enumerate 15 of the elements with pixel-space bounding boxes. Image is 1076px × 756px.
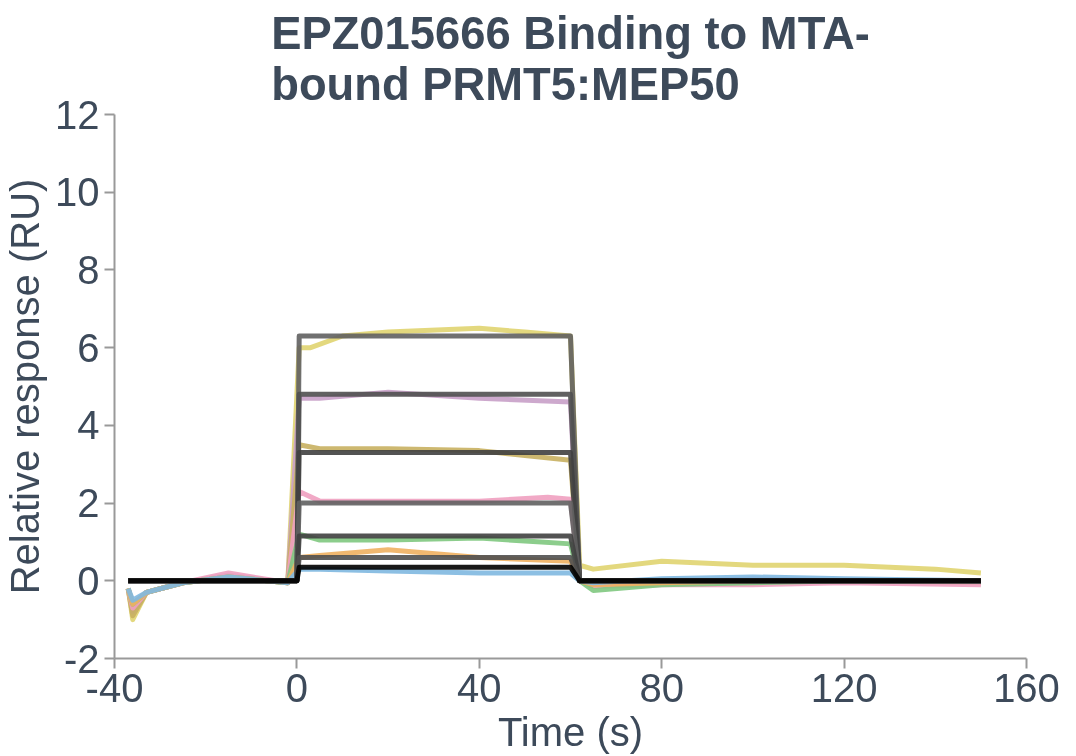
y-axis-title: Relative response (RU) — [3, 178, 48, 595]
x-axis-title: Time (s) — [497, 709, 644, 754]
y-tick-label: 8 — [77, 247, 100, 292]
x-tick-label: 0 — [285, 665, 309, 710]
y-tick-label: 0 — [77, 558, 100, 603]
y-tick-label: 2 — [77, 481, 100, 526]
y-tick-label: 10 — [55, 170, 100, 215]
x-tick-label: 160 — [993, 665, 1060, 710]
x-tick-label: 40 — [457, 665, 502, 710]
y-tick-label: 4 — [77, 403, 100, 448]
x-tick-label: 80 — [639, 665, 684, 710]
y-tick-label: 12 — [55, 92, 100, 137]
chart-title: EPZ015666 Binding to MTA- bound PRMT5:MEP50 — [271, 7, 870, 110]
y-tick-label: 6 — [77, 325, 100, 370]
x-tick-label: 120 — [810, 665, 878, 710]
